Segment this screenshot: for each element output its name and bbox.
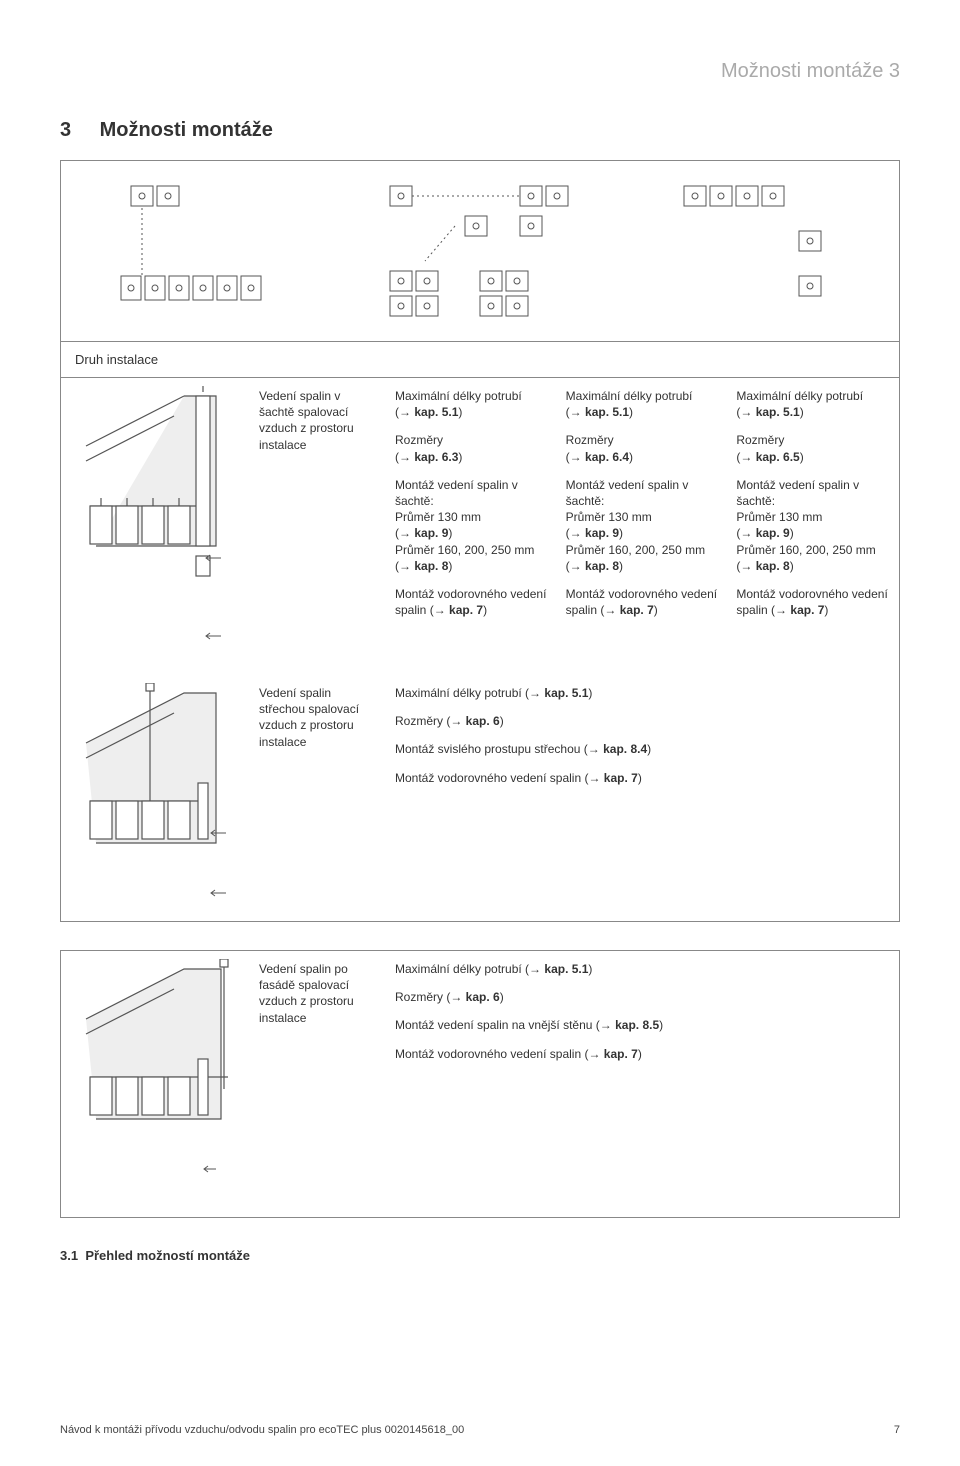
prumer-big: Průměr 160, 200, 250 mm [566, 543, 705, 557]
montaz-spalin: Montáž vedení spalin v šachtě: [736, 478, 859, 508]
row3-l2-p: ) [659, 1018, 663, 1032]
schematic-cell-2 [340, 161, 619, 341]
vodorovne-ref: (→ kap. 7) [600, 603, 657, 617]
row3-l3-b: kap. 7 [604, 1047, 638, 1061]
row1-col-b: Maximální délky potrubí (→ kap. 5.1) Roz… [558, 378, 729, 674]
row2-l3: Montáž vodorovného vedení spalin (→ [395, 771, 604, 785]
vodorovne-ref: (→ kap. 7) [771, 603, 828, 617]
install-diagram-shaft [66, 386, 246, 666]
schematic-3 [674, 176, 844, 326]
row-3: Vedení spalin po fasádě spalovací vzduch… [61, 951, 899, 1217]
row3-l0-b: kap. 5.1 [544, 962, 588, 976]
prumer130: Průměr 130 mm [566, 510, 652, 524]
overview-heading: 3.1 Přehled možností montáže [60, 1248, 900, 1263]
prumer130: Průměr 130 mm [395, 510, 481, 524]
row3-l2-b: kap. 8.5 [615, 1018, 659, 1032]
prumer-big: Průměr 160, 200, 250 mm [395, 543, 534, 557]
max-ref: (→ kap. 5.1) [736, 405, 803, 419]
schematic-cell-1 [61, 161, 340, 341]
prumer-big: Průměr 160, 200, 250 mm [736, 543, 875, 557]
schematic-row [61, 161, 899, 342]
row3-l2: Montáž vedení spalin na vnější stěnu (→ [395, 1018, 615, 1032]
row2-l0-p: ) [588, 686, 592, 700]
row2-l3-p: ) [638, 771, 642, 785]
frame-2: Vedení spalin po fasádě spalovací vzduch… [60, 950, 900, 1218]
row3-l1-p: ) [500, 990, 504, 1004]
schematic-1 [101, 176, 301, 326]
prumer130-ref: (→ kap. 9) [566, 526, 623, 540]
row2-l1-p: ) [500, 714, 504, 728]
druh-instalace-row: Druh instalace [61, 342, 899, 378]
row2-l2-p: ) [647, 742, 651, 756]
prumer130-ref: (→ kap. 9) [736, 526, 793, 540]
roz-ref: (→ kap. 6.5) [736, 450, 803, 464]
vodorovne-ref: (→ kap. 7) [430, 603, 487, 617]
row2-l0: Maximální délky potrubí (→ [395, 686, 544, 700]
row2-data: Maximální délky potrubí (→ kap. 5.1) Roz… [387, 675, 899, 921]
row3-diagram [61, 951, 251, 1217]
page-number: 7 [894, 1424, 900, 1436]
montaz-spalin: Montáž vedení spalin v šachtě: [395, 478, 518, 508]
row-2: Vedení spalin střechou spalovací vzduch … [61, 674, 899, 921]
page-footer: Návod k montáži přívodu vzduchu/odvodu s… [60, 1424, 900, 1436]
row3-l3: Montáž vodorovného vedení spalin (→ [395, 1047, 604, 1061]
row2-l1-b: kap. 6 [466, 714, 500, 728]
row3-l0-p: ) [588, 962, 592, 976]
prumer130: Průměr 130 mm [736, 510, 822, 524]
row1-col-a: Maximální délky potrubí (→ (→ kap. 5.1)k… [387, 378, 558, 674]
max-label: Maximální délky potrubí [736, 389, 863, 403]
row2-l2: Montáž svislého prostupu střechou (→ [395, 742, 603, 756]
overview-number: 3.1 [60, 1248, 78, 1263]
max-ref: (→ kap. 5.1) [566, 405, 633, 419]
row-1: Vedení spalin v šachtě spalovací vzduch … [61, 378, 899, 674]
row1-col-c: Maximální délky potrubí (→ kap. 5.1) Roz… [728, 378, 899, 674]
row2-l2-b: kap. 8.4 [603, 742, 647, 756]
row2-l3-b: kap. 7 [604, 771, 638, 785]
max-label: Maximální délky potrubí [395, 389, 522, 403]
prumer-big-ref: (→ kap. 8) [736, 559, 793, 573]
row3-l1: Rozměry (→ [395, 990, 466, 1004]
prumer-big-ref: (→ kap. 8) [566, 559, 623, 573]
install-diagram-roof [66, 683, 246, 913]
frame-1: Druh instalace [60, 160, 900, 922]
roz-label: Rozměry [736, 433, 784, 447]
row3-l0: Maximální délky potrubí (→ [395, 962, 544, 976]
row3-data: Maximální délky potrubí (→ kap. 5.1) Roz… [387, 951, 899, 1217]
roz-ref: (→ kap. 6.4) [566, 450, 633, 464]
prumer130-ref: (→ kap. 9) [395, 526, 452, 540]
row3-type: Vedení spalin po fasádě spalovací vzduch… [251, 951, 387, 1217]
roz-ref: (→ kap. 6.3) [395, 450, 462, 464]
row2-l1: Rozměry (→ [395, 714, 466, 728]
row2-diagram [61, 675, 251, 921]
roz-label: Rozměry [566, 433, 614, 447]
roz-label: Rozměry [395, 433, 443, 447]
section-title: 3 Možnosti montáže [60, 119, 900, 142]
row2-l0-b: kap. 5.1 [544, 686, 588, 700]
max-ref: (→ (→ kap. 5.1)kap. 5.1) [395, 405, 462, 419]
footer-text: Návod k montáži přívodu vzduchu/odvodu s… [60, 1424, 464, 1436]
schematic-cell-3 [620, 161, 899, 341]
row1-type: Vedení spalin v šachtě spalovací vzduch … [251, 378, 387, 674]
install-diagram-facade [66, 959, 246, 1209]
section-title-text: Možnosti montáže [100, 119, 273, 141]
row3-l3-p: ) [638, 1047, 642, 1061]
section-number: 3 [60, 119, 94, 142]
schematic-2 [370, 176, 590, 326]
prumer-big-ref: (→ kap. 8) [395, 559, 452, 573]
max-label: Maximální délky potrubí [566, 389, 693, 403]
running-head: Možnosti montáže 3 [60, 60, 900, 83]
montaz-spalin: Montáž vedení spalin v šachtě: [566, 478, 689, 508]
row3-l1-b: kap. 6 [466, 990, 500, 1004]
overview-title: Přehled možností montáže [85, 1248, 250, 1263]
row2-type: Vedení spalin střechou spalovací vzduch … [251, 675, 387, 921]
row1-diagram [61, 378, 251, 674]
